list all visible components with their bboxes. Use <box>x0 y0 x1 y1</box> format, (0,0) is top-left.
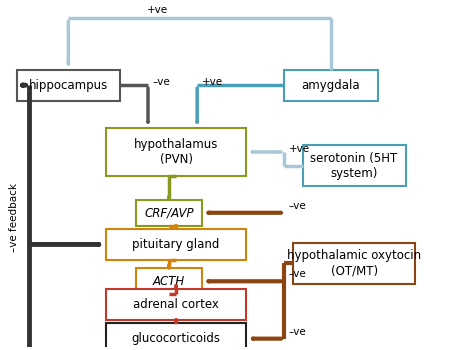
FancyBboxPatch shape <box>106 323 246 350</box>
FancyBboxPatch shape <box>137 268 202 294</box>
Text: –ve: –ve <box>289 270 306 279</box>
Text: adrenal cortex: adrenal cortex <box>133 298 219 311</box>
Text: amygdala: amygdala <box>301 79 360 92</box>
Text: –ve: –ve <box>289 201 306 211</box>
FancyBboxPatch shape <box>137 200 202 226</box>
Text: –ve feedback: –ve feedback <box>9 183 19 252</box>
Text: +ve: +ve <box>147 5 168 15</box>
FancyBboxPatch shape <box>106 229 246 260</box>
Text: hippocampus: hippocampus <box>29 79 108 92</box>
FancyBboxPatch shape <box>106 128 246 176</box>
FancyBboxPatch shape <box>284 70 377 100</box>
Text: –ve: –ve <box>153 77 171 87</box>
FancyBboxPatch shape <box>17 70 120 100</box>
Text: pituitary gland: pituitary gland <box>132 238 220 251</box>
Text: ACTH: ACTH <box>153 275 185 288</box>
FancyBboxPatch shape <box>106 289 246 320</box>
Text: –ve: –ve <box>289 327 306 337</box>
Text: hypothalamic oxytocin
(OT/MT): hypothalamic oxytocin (OT/MT) <box>287 249 421 277</box>
Text: +ve: +ve <box>289 144 310 154</box>
Text: glucocorticoids: glucocorticoids <box>132 332 220 345</box>
FancyBboxPatch shape <box>293 243 415 284</box>
Text: +ve: +ve <box>202 77 223 87</box>
Text: serotonin (5HT
system): serotonin (5HT system) <box>310 152 398 180</box>
FancyBboxPatch shape <box>302 145 406 186</box>
Text: hypothalamus
(PVN): hypothalamus (PVN) <box>134 138 219 166</box>
Text: CRF/AVP: CRF/AVP <box>144 206 194 219</box>
